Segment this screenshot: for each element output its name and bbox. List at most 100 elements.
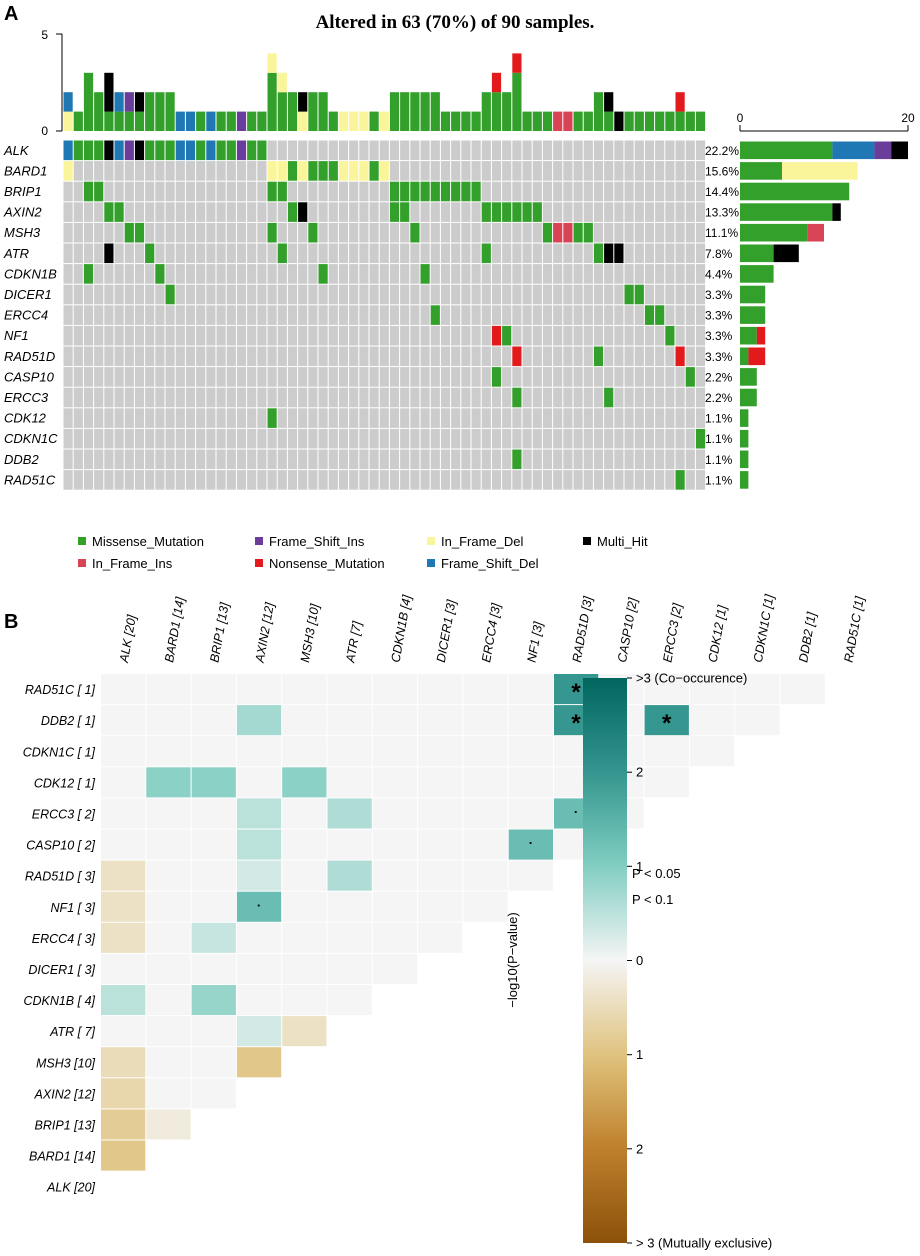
- empty-cell: [400, 346, 410, 367]
- empty-cell: [83, 305, 94, 325]
- heatmap-cell: [282, 829, 327, 860]
- empty-cell: [369, 284, 379, 305]
- empty-cell: [104, 346, 114, 367]
- empty-cell: [614, 140, 624, 161]
- empty-cell: [604, 367, 614, 387]
- heatmap-row-label: BARD1 [14]: [29, 1150, 96, 1164]
- empty-cell: [318, 470, 328, 490]
- empty-cell: [308, 181, 318, 202]
- empty-cell: [216, 202, 226, 222]
- mutation-cell: [563, 222, 573, 243]
- empty-cell: [563, 284, 573, 305]
- top-bar-segment: [522, 111, 532, 131]
- top-bar-segment: [634, 111, 644, 131]
- heatmap-cell: [508, 860, 553, 891]
- heatmap-cell: [191, 1047, 236, 1078]
- empty-cell: [196, 161, 206, 181]
- empty-cell: [502, 367, 512, 387]
- empty-cell: [308, 428, 318, 449]
- empty-cell: [685, 222, 695, 243]
- empty-cell: [379, 284, 389, 305]
- empty-cell: [563, 428, 573, 449]
- empty-cell: [624, 161, 634, 181]
- gene-labels: ALK BARD1 BRIP1 AXIN2 MSH3 ATR CDKN1B DICER1 ERC…: [3, 143, 58, 488]
- empty-cell: [665, 367, 675, 387]
- empty-cell: [63, 449, 73, 470]
- empty-cell: [583, 470, 593, 490]
- mutation-cell: [624, 284, 634, 305]
- mutation-cell: [522, 202, 532, 222]
- empty-cell: [604, 346, 614, 367]
- empty-cell: [451, 222, 461, 243]
- empty-cell: [247, 222, 257, 243]
- side-bar-segment: [740, 182, 850, 201]
- empty-cell: [73, 449, 83, 470]
- mutation-cell: [665, 325, 675, 346]
- empty-cell: [298, 387, 308, 408]
- empty-cell: [522, 161, 532, 181]
- mutation-cell: [389, 181, 400, 202]
- empty-cell: [553, 346, 563, 367]
- heatmap-cell: [146, 1078, 191, 1109]
- empty-cell: [73, 428, 83, 449]
- empty-cell: [400, 222, 410, 243]
- empty-cell: [440, 305, 451, 325]
- heatmap-cell: [372, 829, 418, 860]
- side-bar-segment: [740, 471, 749, 489]
- empty-cell: [471, 161, 481, 181]
- significance-star: *: [662, 710, 672, 737]
- empty-cell: [298, 346, 308, 367]
- heatmap-column-label: CDK12 [1]: [706, 604, 730, 664]
- empty-cell: [155, 346, 165, 367]
- empty-cell: [502, 161, 512, 181]
- empty-cell: [532, 181, 542, 202]
- empty-cell: [634, 325, 644, 346]
- empty-cell: [563, 387, 573, 408]
- empty-cell: [63, 222, 73, 243]
- empty-cell: [349, 305, 359, 325]
- empty-cell: [155, 387, 165, 408]
- empty-cell: [338, 140, 349, 161]
- empty-cell: [604, 202, 614, 222]
- empty-cell: [604, 284, 614, 305]
- empty-cell: [298, 222, 308, 243]
- empty-cell: [655, 161, 665, 181]
- empty-cell: [379, 325, 389, 346]
- empty-cell: [604, 325, 614, 346]
- empty-cell: [583, 161, 593, 181]
- empty-cell: [145, 222, 155, 243]
- gene-label: CDKN1B: [4, 266, 57, 281]
- heatmap-row-label: ALK [20]: [46, 1181, 95, 1195]
- empty-cell: [369, 264, 379, 284]
- side-bar-segment: [807, 223, 824, 242]
- empty-cell: [440, 222, 451, 243]
- empty-cell: [379, 181, 389, 202]
- empty-cell: [655, 470, 665, 490]
- empty-cell: [491, 181, 502, 202]
- empty-cell: [257, 449, 267, 470]
- empty-cell: [175, 387, 185, 408]
- empty-cell: [206, 346, 216, 367]
- empty-cell: [420, 346, 430, 367]
- empty-cell: [267, 325, 277, 346]
- empty-cell: [318, 202, 328, 222]
- mutation-cell: [104, 243, 114, 264]
- empty-cell: [583, 140, 593, 161]
- empty-cell: [593, 202, 604, 222]
- empty-cell: [573, 470, 583, 490]
- empty-cell: [83, 243, 94, 264]
- empty-cell: [573, 161, 583, 181]
- empty-cell: [196, 387, 206, 408]
- empty-cell: [675, 367, 685, 387]
- empty-cell: [634, 161, 644, 181]
- heatmap-column-label: CDKN1B [4]: [389, 594, 415, 664]
- heatmap-column-label: CASP10 [2]: [615, 596, 640, 663]
- heatmap-column-label: BRIP1 [13]: [207, 601, 231, 663]
- mutation-cell: [685, 367, 695, 387]
- empty-cell: [471, 387, 481, 408]
- empty-cell: [502, 264, 512, 284]
- empty-cell: [675, 222, 685, 243]
- empty-cell: [481, 161, 491, 181]
- empty-cell: [257, 367, 267, 387]
- empty-cell: [369, 305, 379, 325]
